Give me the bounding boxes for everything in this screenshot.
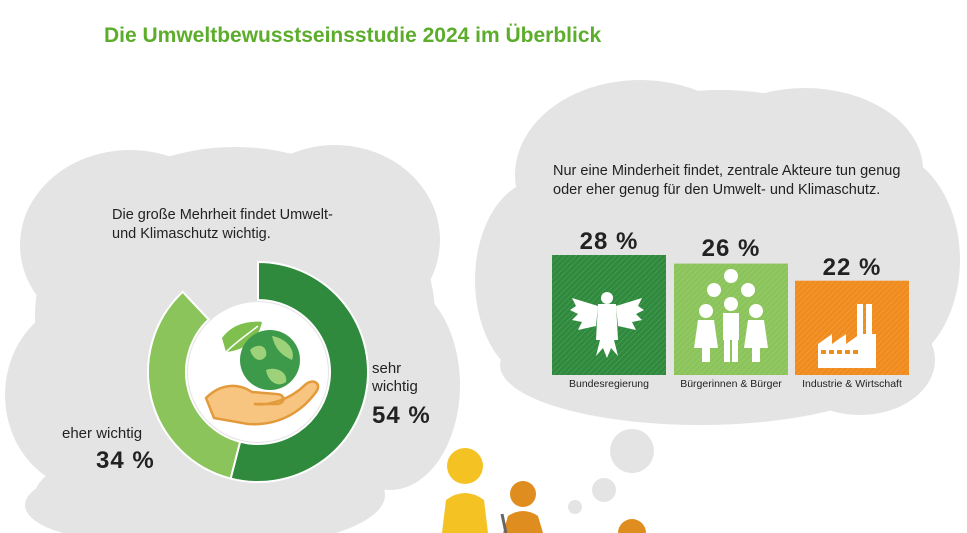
thought-bubble — [568, 500, 582, 514]
slice-value-eher-wichtig: 34 % — [96, 447, 155, 474]
thought-bubble — [610, 429, 654, 473]
donut-slice — [147, 290, 242, 480]
left-statement: Die große Mehrheit findet Umwelt- und Kl… — [112, 207, 333, 242]
thought-bubble — [264, 516, 292, 533]
people-group-icon — [694, 269, 768, 362]
slice-label-line: wichtig — [372, 378, 418, 395]
slice-label-eher-wichtig: eher wichtig — [62, 425, 143, 442]
thought-bubble — [592, 478, 616, 502]
factory-icon — [818, 304, 876, 368]
slice-label-sehr-wichtig: sehr wichtig — [372, 360, 452, 396]
bar-category-label: Industrie & Wirtschaft — [802, 378, 902, 390]
page-title: Die Umweltbewusstseinsstudie 2024 im Übe… — [104, 24, 602, 47]
bar-value: 22 % — [822, 254, 882, 281]
bar-category-label: Bürgerinnen & Bürger — [680, 378, 782, 390]
donut-slice — [229, 260, 369, 483]
person-figures — [442, 448, 646, 533]
hand-holding-earth-icon — [188, 302, 328, 442]
bar-value: 26 % — [701, 235, 761, 262]
federal-eagle-icon — [570, 292, 644, 358]
bar-value: 28 % — [579, 228, 639, 255]
donut-chart — [147, 260, 369, 483]
slice-label-line: sehr — [372, 360, 402, 377]
slice-value-sehr-wichtig: 54 % — [372, 402, 431, 429]
bar-category-label: Bundesregierung — [569, 378, 649, 390]
right-statement: Nur eine Minderheit findet, zentrale Akt… — [553, 163, 901, 198]
